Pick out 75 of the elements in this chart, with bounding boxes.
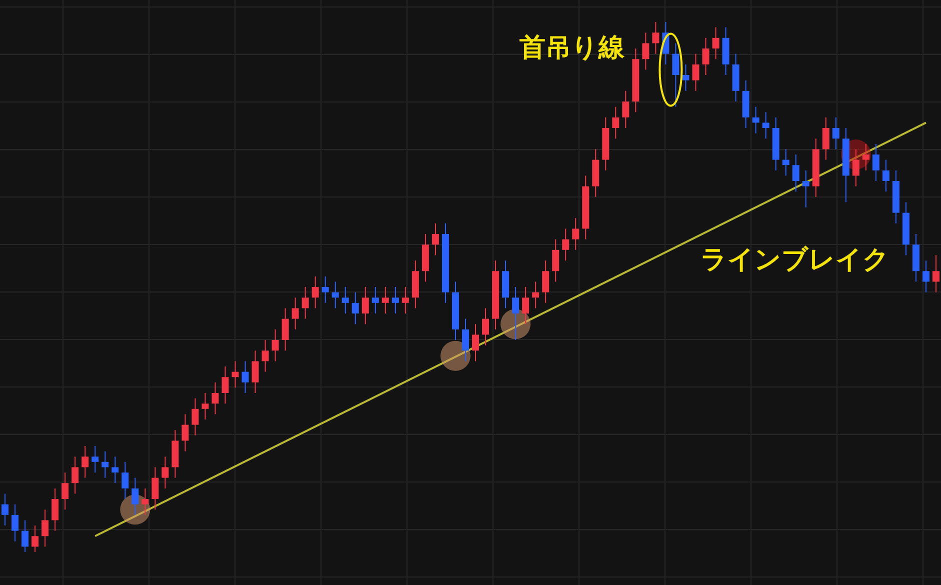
candlestick: [152, 466, 159, 510]
candlestick: [122, 461, 129, 500]
candlestick: [512, 286, 520, 340]
candlestick: [52, 488, 59, 532]
candlestick: [462, 318, 469, 362]
candlestick: [622, 90, 630, 128]
candlestick: [162, 456, 169, 489]
candlestick: [242, 360, 249, 394]
candlestick: [262, 340, 269, 372]
candlestick: [852, 148, 860, 187]
candlestick: [182, 414, 189, 452]
candlestick: [72, 456, 79, 494]
candlestick: [932, 254, 940, 293]
candlestick: [392, 286, 399, 314]
annotation: 首吊り線: [518, 33, 626, 63]
candlestick: [372, 286, 379, 314]
annotation: ラインブレイク: [700, 245, 890, 275]
candlestick: [862, 143, 870, 171]
candlestick: [552, 238, 560, 282]
candlestick: [782, 148, 790, 176]
candlestick: [712, 26, 720, 60]
candlestick: [102, 450, 109, 478]
candlestick: [252, 350, 259, 394]
candlestick: [382, 286, 389, 314]
candlestick: [472, 324, 480, 362]
candlestick: [702, 37, 710, 76]
candlestick: [352, 292, 359, 325]
candlestick: [282, 308, 289, 352]
candlestick: [2, 493, 9, 526]
candlestick: [432, 222, 439, 256]
candlestick: [32, 525, 39, 552]
candlestick: [272, 328, 279, 362]
candlestick: [22, 520, 29, 552]
candlestick: [402, 286, 409, 314]
candlestick: [922, 260, 930, 293]
candlestick: [232, 360, 239, 388]
candlestick: [522, 286, 530, 325]
candlestick: [222, 366, 229, 404]
candlestick: [692, 53, 700, 92]
candlestick: [532, 281, 540, 309]
candlestick: [832, 116, 840, 150]
candlestick: [572, 218, 580, 250]
candlestick: [752, 106, 760, 134]
candlestick: [112, 456, 119, 484]
candlestick: [612, 106, 620, 140]
candlestick: [192, 398, 199, 436]
candlestick: [12, 504, 19, 542]
candlestick: [82, 446, 89, 478]
candlestick: [562, 228, 570, 261]
candlestick: [652, 22, 660, 54]
candlestick: [132, 477, 139, 516]
candlestick: [872, 143, 880, 182]
candlestick: [642, 32, 650, 70]
candlestick: [672, 42, 680, 108]
candlestick: [342, 286, 349, 314]
candlestick: [292, 297, 299, 330]
candlestick: [542, 260, 550, 304]
candlestick: [212, 382, 219, 415]
candlestick: [362, 286, 369, 325]
candlestick: [302, 286, 309, 320]
candlestick: [322, 276, 329, 304]
candlestick: [802, 170, 810, 208]
candlestick: [682, 64, 690, 92]
candlestick: [882, 159, 890, 192]
candlestick: [92, 446, 99, 473]
candlestick: [762, 112, 770, 140]
candlestick: [62, 472, 69, 510]
candlestick: [202, 392, 209, 420]
candlestick: [312, 276, 319, 309]
candlestick: [822, 116, 830, 160]
candlestick: [142, 488, 149, 516]
candlestick: [42, 509, 49, 548]
candlestick: [792, 154, 800, 192]
candlestick: [482, 308, 490, 346]
candlestick: [332, 281, 339, 309]
